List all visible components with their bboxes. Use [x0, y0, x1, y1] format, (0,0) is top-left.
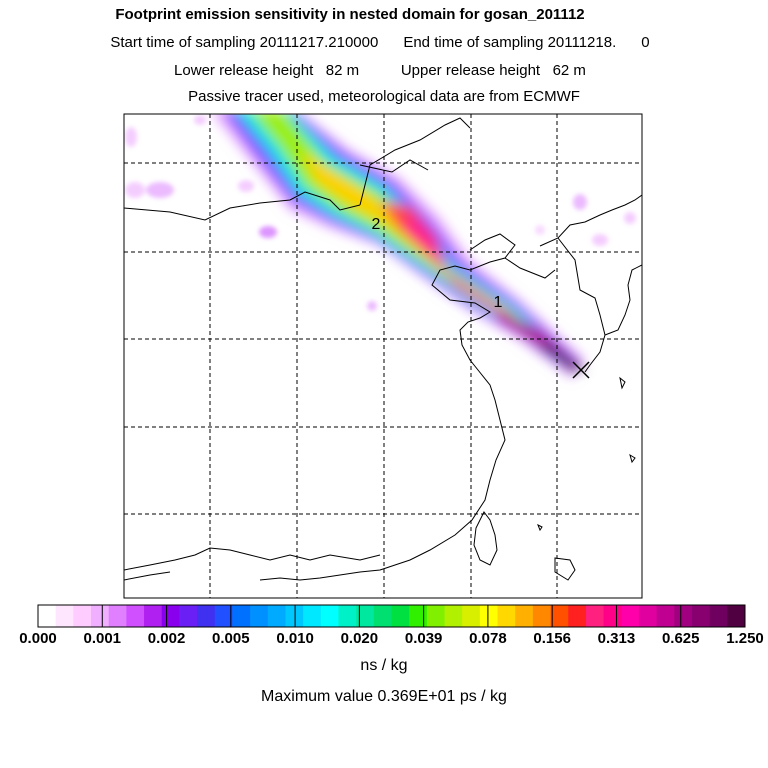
colorbar-tick-label: 0.156: [533, 630, 571, 647]
colorbar-swatch: [161, 605, 180, 627]
colorbar-swatch: [73, 605, 92, 627]
colorbar-tick-labels: 0.000 0.001 0.002 0.005 0.010 0.020 0.039 0.078…: [19, 630, 764, 647]
colorbar-tick-label: 0.002: [148, 630, 186, 647]
colorbar-swatch: [585, 605, 605, 627]
colorbar-tick-label: 1.250: [726, 630, 764, 647]
colorbar-swatch: [144, 605, 163, 627]
colorbar-swatch: [479, 605, 499, 627]
lat-lon-grid: [124, 114, 642, 598]
colorbar-swatch: [197, 605, 216, 627]
colorbar-tick-label: 0.000: [19, 630, 57, 647]
colorbar-swatch: [373, 605, 392, 627]
tracer-info-line: Passive tracer used, meteorological data…: [188, 88, 580, 105]
colorbar-swatch: [285, 605, 304, 627]
colorbar-swatch: [38, 605, 57, 627]
colorbar-swatch: [409, 605, 428, 627]
colorbar-tick-label: 0.005: [212, 630, 250, 647]
colorbar-tick-label: 0.313: [598, 630, 636, 647]
colorbar-swatch: [179, 605, 198, 627]
colorbar-units: ns / kg: [360, 657, 408, 674]
colorbar-swatch: [108, 605, 127, 627]
colorbar-tick-label: 0.039: [405, 630, 443, 647]
trajectory-marker-2: 2: [372, 216, 381, 233]
colorbar-swatch: [727, 605, 746, 627]
coastlines: [124, 117, 642, 581]
colorbar-swatch: [214, 605, 233, 627]
colorbar-swatch: [691, 605, 711, 627]
colorbar-swatch: [532, 605, 552, 627]
colorbar-swatch: [638, 605, 658, 627]
colorbar-swatch: [603, 605, 622, 627]
colorbar-swatch: [674, 605, 693, 627]
colorbar-tick-label: 0.010: [276, 630, 314, 647]
colorbar-swatch: [320, 605, 339, 627]
colorbar: [37, 604, 746, 628]
colorbar-swatch: [497, 605, 516, 627]
colorbar-swatch: [356, 605, 375, 627]
colorbar-tick-label: 0.625: [662, 630, 700, 647]
footprint-plume: [125, 114, 636, 378]
sampling-time-line: Start time of sampling 20111217.210000 E…: [110, 34, 650, 51]
colorbar-swatch: [126, 605, 145, 627]
colorbar-swatch: [709, 605, 728, 627]
colorbar-swatch: [391, 605, 410, 627]
trajectory-marker-1: 1: [494, 294, 503, 311]
colorbar-swatch: [55, 605, 74, 627]
plot-title: Footprint emission sensitivity in nested…: [115, 6, 585, 23]
colorbar-tick-label: 0.078: [469, 630, 507, 647]
maximum-value: Maximum value 0.369E+01 ps / kg: [261, 688, 507, 705]
colorbar-tick-label: 0.001: [83, 630, 121, 647]
colorbar-swatch: [568, 605, 587, 627]
release-height-line: Lower release height 82 m Upper release …: [174, 62, 586, 79]
colorbar-swatch: [91, 605, 110, 627]
colorbar-swatch: [621, 605, 640, 627]
colorbar-tick-label: 0.020: [341, 630, 379, 647]
colorbar-swatch: [656, 605, 675, 627]
colorbar-swatch: [550, 605, 569, 627]
colorbar-swatch: [515, 605, 534, 627]
x-marker-icon: [572, 361, 590, 379]
colorbar-swatch: [303, 605, 322, 627]
colorbar-swatch: [267, 605, 286, 627]
colorbar-swatch: [426, 605, 446, 627]
colorbar-swatch: [338, 605, 357, 627]
colorbar-swatch: [250, 605, 269, 627]
colorbar-swatch: [444, 605, 463, 627]
low-sensitivity-patches: [125, 115, 636, 311]
colorbar-swatch: [232, 605, 251, 627]
map-frame: [123, 113, 643, 599]
colorbar-frame: [37, 604, 746, 628]
colorbar-swatch: [462, 605, 481, 627]
